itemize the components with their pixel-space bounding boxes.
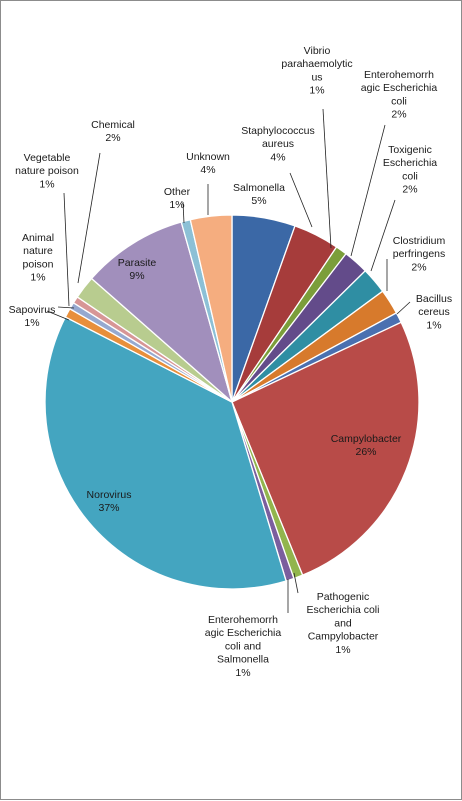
slice-name-label: agic Escherichia	[361, 82, 438, 94]
slice-label-pathogenic-escherichia-coli-and-campylobacter: Pathogenic Escherichia coli and Campylobact…	[307, 591, 380, 656]
slice-name-label: us	[311, 71, 322, 83]
slice-percent-label: 2%	[391, 109, 406, 121]
leader-line-sapovirus	[46, 310, 70, 321]
slice-percent-label: 1%	[309, 85, 324, 97]
slice-percent-label: 1%	[169, 199, 184, 211]
slice-percent-label: 2%	[105, 132, 120, 144]
slice-name-label: aureus	[262, 138, 294, 150]
pie-slice-campylobacter	[231, 321, 420, 576]
slice-percent-label: 9%	[129, 270, 144, 282]
slice-name-label: Enterohemorrh	[364, 69, 434, 81]
slice-percent-label: 26%	[355, 446, 376, 458]
slice-name-label: Bacillus	[416, 293, 452, 305]
slice-name-label: Chemical	[91, 119, 135, 131]
leader-line-other	[182, 201, 185, 224]
slice-percent-label: 1%	[30, 272, 45, 284]
slice-name-label: Staphylococcus	[241, 125, 315, 137]
leader-line-staphylococcus-aureus	[289, 172, 313, 228]
slice-percent-label: 1%	[24, 317, 39, 329]
slice-name-label: Parasite	[118, 257, 157, 269]
slice-label-animal-nature-poison: Animal nature poison 1%	[22, 232, 54, 284]
slice-name-label: Salmonella	[233, 182, 285, 194]
slice-label-sapovirus: Sapovirus 1%	[9, 304, 56, 329]
slice-name-label: perfringens	[393, 248, 446, 260]
slice-percent-label: 1%	[426, 319, 441, 331]
slice-name-label: nature poison	[15, 165, 79, 177]
slice-name-label: and	[334, 617, 352, 629]
leader-lines	[46, 108, 411, 613]
leader-line-vegetable-nature-poison	[63, 192, 70, 307]
slice-label-vibrio-parahaemolytic-us: Vibrio parahaemolytic us 1%	[281, 45, 352, 97]
slice-name-label: parahaemolytic	[281, 58, 352, 70]
slice-label-unknown: Unknown 4%	[186, 151, 230, 176]
slice-name-label: poison	[23, 258, 54, 270]
slice-label-salmonella: Salmonella 5%	[233, 182, 285, 207]
leader-line-vibrio-parahaemolytic-us	[322, 108, 332, 249]
pie-slices	[44, 214, 420, 590]
slice-label-bacillus-cereus: Bacillus cereus 1%	[416, 293, 452, 331]
slice-percent-label: 4%	[270, 151, 285, 163]
pie-slice-parasite	[90, 221, 234, 404]
slice-name-label: Pathogenic	[317, 591, 370, 603]
slice-percent-label: 2%	[402, 184, 417, 196]
slice-label-other: Other 1%	[164, 186, 191, 211]
slice-labels: Salmonella 5%Staphylococcus aureus 4%Vibrio…	[9, 45, 452, 679]
slice-name-label: Sapovirus	[9, 304, 56, 316]
slice-name-label: coli	[402, 170, 418, 182]
slice-name-label: nature	[23, 245, 53, 257]
leader-line-pathogenic-escherichia-coli-and-campylobacter	[293, 572, 299, 594]
leader-line-toxigenic-escherichia-coli	[370, 199, 396, 272]
slice-name-label: coli	[391, 95, 407, 107]
slice-name-label: Escherichia	[383, 157, 437, 169]
slice-name-label: Campylobacter	[331, 433, 402, 445]
leader-line-bacillus-cereus	[396, 301, 411, 315]
slice-name-label: Escherichia coli	[307, 604, 380, 616]
slice-name-label: Vibrio	[304, 45, 331, 57]
leader-line-chemical	[77, 152, 101, 284]
slice-name-label: Toxigenic	[388, 144, 432, 156]
leader-line-animal-nature-poison	[57, 306, 75, 309]
slice-name-label: Clostridium	[393, 235, 446, 247]
slice-label-staphylococcus-aureus: Staphylococcus aureus 4%	[241, 125, 315, 163]
slice-label-enterohemorrh-agic-escherichia-coli-and-salmonella: Enterohemorrh agic Escherichia coli and Sal…	[205, 614, 282, 679]
pie-slice-norovirus	[44, 316, 287, 590]
slice-percent-label: 1%	[39, 178, 54, 190]
slice-name-label: Unknown	[186, 151, 230, 163]
slice-name-label: cereus	[418, 306, 450, 318]
slice-percent-label: 1%	[335, 644, 350, 656]
slice-label-campylobacter: Campylobacter 26%	[331, 433, 402, 458]
leader-line-enterohemorrh-agic-escherichia-coli	[350, 124, 386, 257]
slice-name-label: Campylobacter	[308, 631, 379, 643]
slice-name-label: Enterohemorrh	[208, 614, 278, 626]
slice-label-vegetable-nature-poison: Vegetable nature poison 1%	[15, 152, 79, 190]
slice-name-label: Norovirus	[87, 489, 132, 501]
slice-label-norovirus: Norovirus 37%	[87, 489, 132, 514]
slice-label-toxigenic-escherichia-coli: Toxigenic Escherichia coli 2%	[383, 144, 437, 196]
slice-label-enterohemorrh-agic-escherichia-coli: Enterohemorrh agic Escherichia coli 2%	[361, 69, 438, 121]
slice-label-chemical: Chemical 2%	[91, 119, 135, 144]
slice-label-parasite: Parasite 9%	[118, 257, 157, 282]
slice-percent-label: 1%	[235, 667, 250, 679]
slice-name-label: coli and	[225, 640, 261, 652]
pie-slice-unknown	[189, 214, 233, 403]
slice-name-label: Salmonella	[217, 654, 269, 666]
slice-name-label: Vegetable	[24, 152, 71, 164]
slice-percent-label: 5%	[251, 195, 266, 207]
slice-name-label: agic Escherichia	[205, 627, 282, 639]
slice-name-label: Other	[164, 186, 191, 198]
slice-percent-label: 2%	[411, 261, 426, 273]
slice-label-clostridium-perfringens: Clostridium perfringens 2%	[393, 235, 446, 273]
slice-name-label: Animal	[22, 232, 54, 244]
slice-percent-label: 37%	[98, 502, 119, 514]
slice-percent-label: 4%	[200, 164, 215, 176]
